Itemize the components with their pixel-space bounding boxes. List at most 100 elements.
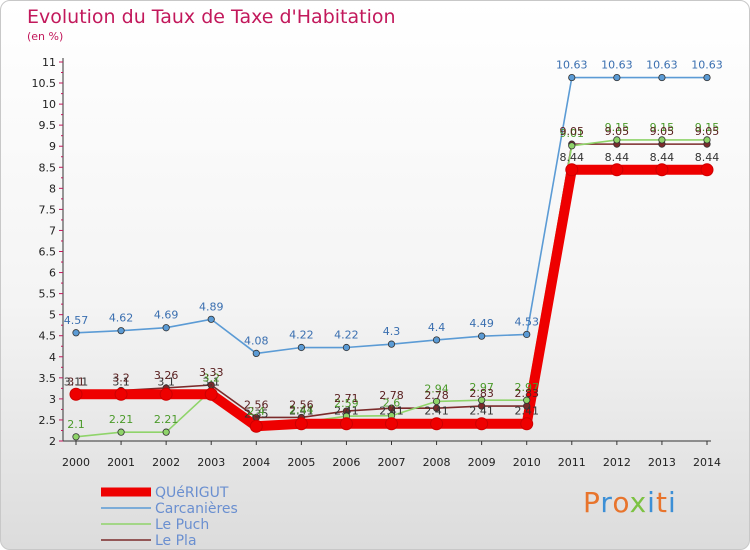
data-point-2-13 (658, 136, 666, 144)
y-tick-label: 2 (49, 435, 56, 448)
x-tick-label: 2009 (468, 456, 496, 469)
data-label-1-1: 4.62 (109, 312, 134, 325)
data-point-2-9 (478, 396, 486, 404)
data-label-0-0: 3.11 (64, 375, 89, 388)
data-label-2-9: 2.97 (469, 381, 494, 394)
data-point-0-10 (520, 417, 534, 431)
x-tick-label: 2012 (603, 456, 631, 469)
y-tick-label: 5.5 (39, 288, 57, 301)
y-tick-label: 8 (49, 182, 56, 195)
data-point-1-7 (387, 340, 396, 348)
data-label-2-6: 2.59 (334, 397, 359, 410)
data-label-0-7: 2.41 (379, 405, 404, 418)
data-point-1-0 (72, 329, 80, 337)
data-label-0-14: 8.44 (695, 151, 720, 164)
x-tick-label: 2000 (62, 456, 90, 469)
data-label-2-0: 2.1 (67, 418, 85, 431)
data-label-1-8: 4.4 (428, 321, 446, 334)
data-label-3-5: 2.56 (289, 398, 314, 411)
data-label-1-10: 4.53 (514, 315, 539, 328)
data-label-3-8: 2.78 (424, 389, 449, 402)
data-label-3-2: 3.26 (154, 369, 179, 382)
data-point-2-2 (162, 428, 170, 436)
data-point-0-2 (159, 387, 173, 401)
series-points (69, 73, 714, 441)
y-tick-label: 9.5 (39, 119, 57, 132)
x-tick-label: 2005 (287, 456, 315, 469)
y-tick-label: 8.5 (39, 161, 57, 174)
data-point-2-11 (568, 142, 576, 150)
data-point-0-11 (565, 163, 579, 177)
data-label-0-13: 8.44 (650, 151, 675, 164)
x-tick-label: 2002 (152, 456, 180, 469)
data-label-1-12: 10.63 (601, 59, 633, 72)
data-point-0-8 (430, 417, 444, 431)
data-label-1-2: 4.69 (154, 309, 179, 322)
data-label-3-10: 2.83 (514, 387, 539, 400)
logo-letter: r (600, 486, 613, 519)
y-tick-label: 11 (42, 56, 56, 69)
x-tick-label: 2007 (378, 456, 406, 469)
logo-letter: P (583, 486, 601, 519)
data-label-0-6: 2.41 (334, 405, 359, 418)
legend-label-3: Le Pla (155, 533, 197, 549)
x-tick-label: 2003 (197, 456, 225, 469)
data-label-3-6: 2.71 (334, 392, 359, 405)
data-point-0-4 (249, 419, 263, 433)
data-label-0-12: 8.44 (605, 151, 630, 164)
y-tick-label: 7.5 (39, 203, 57, 216)
data-label-2-5: 2.44 (289, 403, 314, 416)
data-label-0-1: 3.1 (112, 375, 130, 388)
logo-letter: t (655, 486, 668, 519)
x-tick-label: 2014 (693, 456, 721, 469)
data-point-2-14 (703, 136, 711, 144)
data-point-0-9 (475, 417, 489, 431)
data-point-0-5 (294, 417, 308, 431)
x-tick-label: 2004 (242, 456, 270, 469)
data-label-2-1: 2.21 (109, 413, 134, 426)
data-label-0-9: 2.41 (469, 405, 494, 418)
data-label-1-4: 4.08 (244, 334, 269, 347)
data-label-3-1: 3.2 (112, 371, 130, 384)
data-label-2-14: 9.15 (695, 121, 720, 134)
data-point-0-3 (204, 387, 218, 401)
data-label-1-13: 10.63 (646, 59, 678, 72)
data-label-3-9: 2.83 (469, 387, 494, 400)
data-label-3-11: 9.05 (560, 125, 585, 138)
data-point-2-12 (613, 136, 621, 144)
data-label-3-14: 9.05 (695, 125, 720, 138)
x-tick-label: 2013 (648, 456, 676, 469)
data-point-0-13 (655, 163, 669, 177)
data-point-1-6 (342, 343, 351, 352)
data-point-0-0 (69, 387, 83, 401)
data-label-1-6: 4.22 (334, 329, 359, 342)
logo-letter: i (647, 486, 656, 519)
data-point-1-5 (297, 343, 305, 352)
data-point-1-13 (658, 73, 666, 82)
data-label-1-11: 10.63 (556, 59, 588, 72)
data-label-3-4: 2.56 (244, 398, 269, 411)
data-label-2-12: 9.15 (605, 121, 630, 134)
data-label-0-2: 3.1 (157, 375, 175, 388)
data-label-2-4: 2.4 (248, 405, 266, 418)
y-tick-label: 7 (49, 224, 56, 237)
data-point-3-7 (387, 404, 396, 412)
data-labels: 3.11 3.1 3.1 3.12.35 2.41 2.41 2.41 2.41 2.41 2.4… (64, 59, 723, 431)
legend-label-2: Le Puch (155, 517, 209, 533)
data-label-0-10: 2.41 (514, 405, 539, 418)
y-tick-label: 5 (49, 309, 56, 322)
data-label-2-7: 2.6 (383, 397, 401, 410)
proxiti-logo: Proxiti (583, 486, 677, 519)
y-tick-label: 4.5 (39, 330, 57, 343)
data-label-2-3: 3.2 (202, 371, 220, 384)
data-point-1-9 (478, 332, 486, 340)
data-label-0-8: 2.41 (424, 405, 449, 418)
data-label-3-0: 3.1 (67, 376, 85, 389)
y-tick-label: 10 (42, 98, 56, 111)
x-tick-label: 2010 (513, 456, 541, 469)
data-label-1-0: 4.57 (64, 314, 89, 327)
legend-label-1: Carcanières (155, 501, 238, 517)
